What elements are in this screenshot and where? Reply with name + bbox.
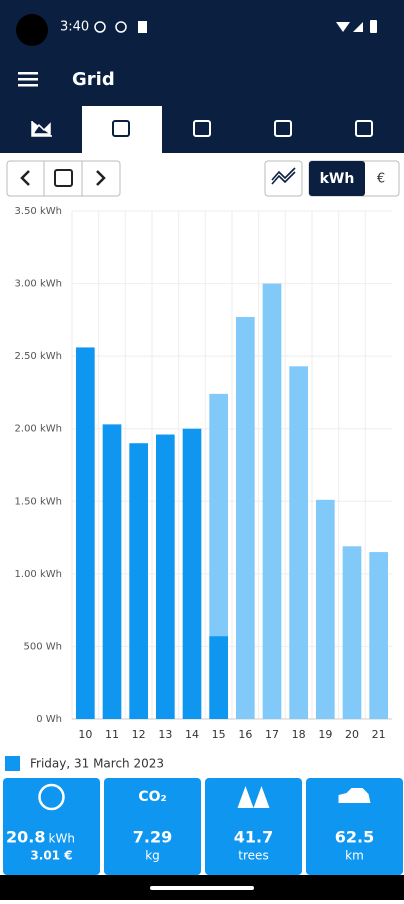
bar	[76, 347, 95, 719]
bar	[182, 428, 202, 719]
bar	[102, 424, 122, 719]
status-icon	[115, 21, 127, 33]
x-tick-label: 12	[132, 728, 146, 741]
date-nav	[6, 160, 121, 197]
tab-chart[interactable]	[31, 121, 52, 137]
y-tick-label: 1.50 kWh	[15, 496, 62, 507]
x-tick-label: 17	[265, 728, 279, 741]
home-indicator[interactable]	[150, 886, 254, 890]
stat-value: 7.29	[133, 828, 172, 847]
tab-week[interactable]	[193, 120, 211, 137]
tab-month[interactable]	[274, 120, 292, 137]
unit-euro[interactable]: €	[377, 172, 385, 187]
stat-unit: kWh	[49, 832, 75, 846]
unit-kwh[interactable]: kWh	[320, 171, 355, 187]
stat-card	[205, 778, 302, 875]
y-tick-label: 1.00 kWh	[15, 569, 62, 580]
stat-unit: km	[345, 849, 364, 863]
tab-day[interactable]	[112, 120, 130, 137]
stat-value: 20.8	[6, 828, 45, 847]
wifi-icon	[336, 22, 350, 32]
prev-button[interactable]	[20, 170, 30, 186]
bar	[156, 434, 175, 719]
bar	[289, 366, 308, 719]
bar	[262, 283, 282, 719]
stat-icon: CO₂	[138, 789, 166, 805]
stat-unit: kg	[145, 849, 160, 863]
y-tick-label: 2.50 kWh	[15, 351, 62, 362]
menu-button[interactable]	[18, 72, 38, 87]
y-tick-label: 500 Wh	[24, 641, 63, 652]
top-bar	[0, 0, 404, 153]
legend-label: Friday, 31 March 2023	[30, 757, 164, 771]
stat-icon	[38, 783, 65, 811]
stat-unit: trees	[238, 849, 268, 863]
bar	[342, 546, 362, 719]
stat-card	[104, 778, 201, 875]
camera	[16, 14, 48, 46]
x-tick-label: 16	[238, 728, 252, 741]
bar	[236, 316, 255, 719]
x-tick-label: 11	[105, 728, 119, 741]
y-tick-label: 3.00 kWh	[15, 279, 62, 290]
x-tick-label: 13	[158, 728, 172, 741]
stat-value: 62.5	[335, 828, 374, 847]
legend-swatch	[5, 756, 20, 771]
status-icon	[138, 21, 147, 33]
y-tick-label: 2.00 kWh	[15, 424, 62, 435]
bar	[316, 499, 335, 719]
tab-year[interactable]	[355, 120, 373, 137]
stat-card	[3, 778, 100, 875]
signal-icon	[353, 22, 363, 32]
chart: 0 Wh 500 Wh 1.00 kWh 1.50 kWh 2.00 kWh 2.50 k…	[15, 206, 392, 741]
bar	[129, 443, 148, 719]
x-tick-label: 15	[212, 728, 226, 741]
stat-icon	[338, 788, 371, 803]
stat-secondary: 3.01 €	[30, 849, 72, 863]
battery-icon	[370, 20, 377, 33]
status-icon	[94, 21, 106, 33]
bar	[209, 636, 228, 719]
x-tick-label: 14	[185, 728, 199, 741]
y-tick-label: 3.50 kWh	[15, 206, 62, 217]
x-tick-label: 18	[292, 728, 306, 741]
calendar-button[interactable]	[54, 169, 73, 187]
stat-value: 41.7	[234, 828, 273, 847]
stat-card	[306, 778, 403, 875]
x-tick-label: 10	[78, 728, 92, 741]
x-tick-label: 19	[318, 728, 332, 741]
compare-icon	[271, 167, 296, 185]
compare-button[interactable]	[264, 160, 303, 197]
x-tick-label: 20	[345, 728, 359, 741]
stat-icon	[237, 786, 270, 808]
tab-selected[interactable]	[82, 106, 162, 153]
x-tick-label: 21	[372, 728, 386, 741]
status-time: 3:40	[60, 20, 89, 35]
bar	[369, 552, 388, 719]
y-tick-label: 0 Wh	[36, 714, 62, 725]
page-title: Grid	[72, 69, 115, 90]
next-button[interactable]	[96, 170, 106, 186]
stats: 20.8 kWh 3.01 € CO₂ 7.29 kg 41.7 trees 62.5 km	[3, 778, 403, 875]
unit-selected[interactable]	[309, 161, 365, 196]
